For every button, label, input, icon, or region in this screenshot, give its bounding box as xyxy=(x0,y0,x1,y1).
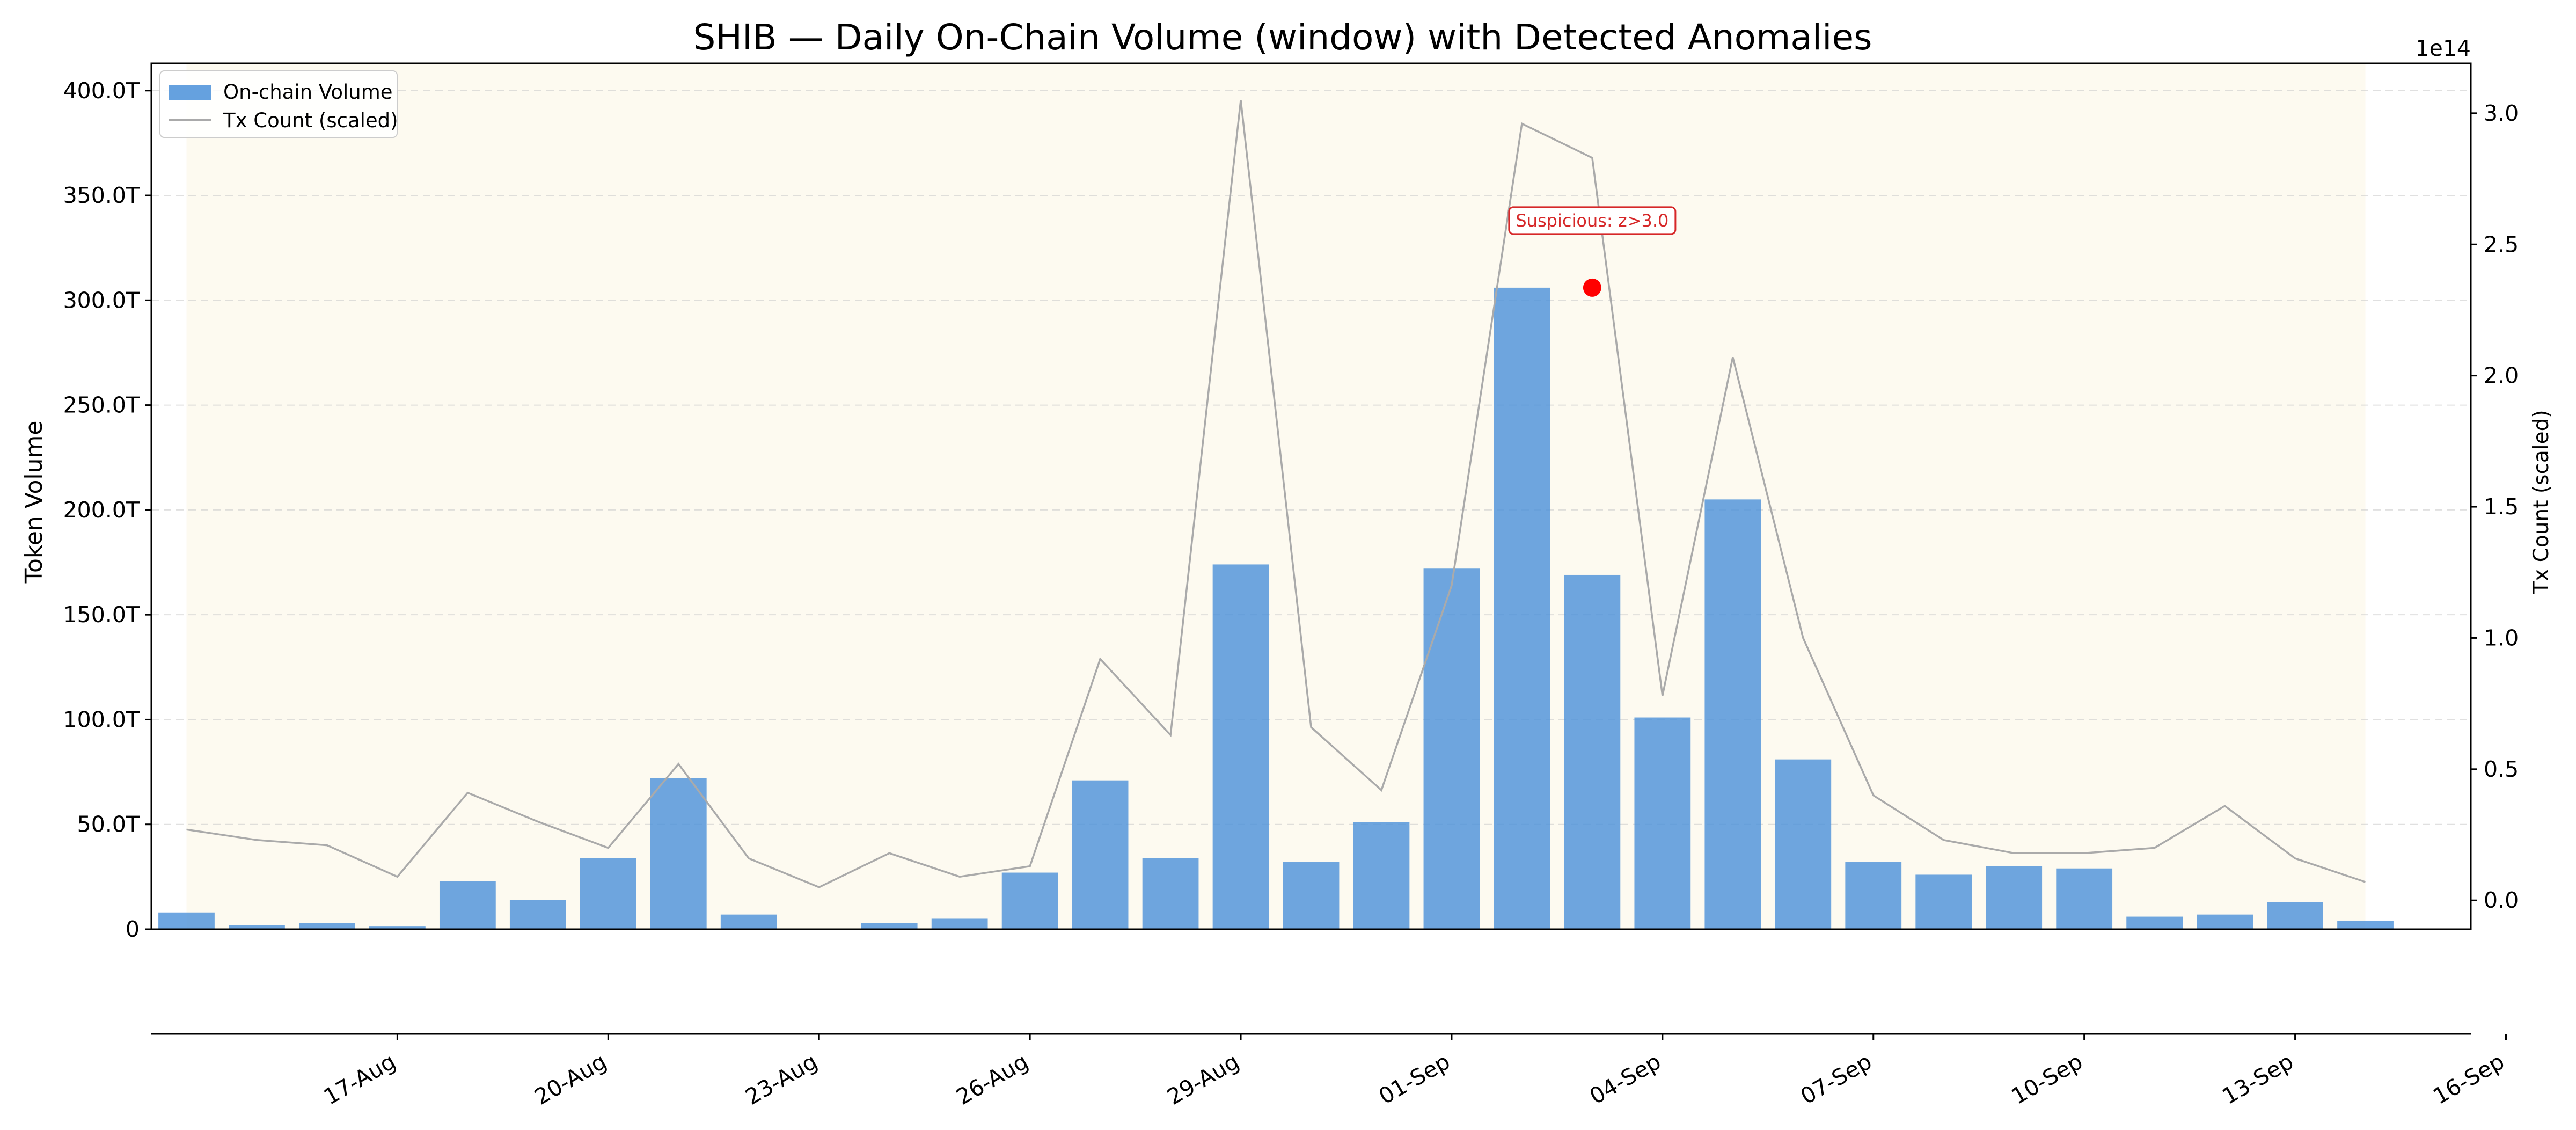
bar xyxy=(650,778,707,929)
plot-background xyxy=(186,63,2366,929)
chart-title: SHIB — Daily On-Chain Volume (window) wi… xyxy=(693,17,1872,58)
x-tick-label: 01-Sep xyxy=(1374,1048,1454,1110)
x-tick-label: 13-Sep xyxy=(2218,1048,2298,1110)
y2-tick-label: 2.5 xyxy=(2484,231,2519,257)
bar xyxy=(1283,862,1340,929)
x-tick-label: 07-Sep xyxy=(1796,1048,1876,1110)
bar xyxy=(369,926,426,929)
y-axis-label: Token Volume xyxy=(20,421,48,584)
bar xyxy=(1423,568,1480,929)
bar xyxy=(1915,874,1972,929)
line-tx-count xyxy=(186,100,2366,888)
grid-lines xyxy=(151,90,2471,825)
anomaly-label: Suspicious: z>3.0 xyxy=(1516,210,1668,231)
y-tick-label: 250.0T xyxy=(63,392,140,418)
anomaly-marker xyxy=(1583,278,1601,297)
y-tick-label: 100.0T xyxy=(63,706,140,732)
y2-tick-label: 1.0 xyxy=(2484,625,2519,651)
bar xyxy=(931,918,988,929)
bar xyxy=(1494,287,1550,929)
legend: On-chain Volume Tx Count (scaled) xyxy=(159,70,398,138)
bar xyxy=(158,912,215,929)
bars-series xyxy=(158,287,2394,929)
y-tick-label: 200.0T xyxy=(63,497,140,523)
bar xyxy=(299,923,355,929)
legend-box xyxy=(159,70,398,138)
bar xyxy=(1704,499,1761,929)
bar xyxy=(229,925,285,929)
y2-offset-label: 1e14 xyxy=(2416,35,2471,61)
line-series xyxy=(186,100,2366,888)
anomaly-label-box xyxy=(1508,206,1677,235)
plot-frame xyxy=(150,62,2472,930)
bar xyxy=(1564,574,1621,929)
x-tick-label: 04-Sep xyxy=(1585,1048,1665,1110)
bar xyxy=(2267,902,2323,929)
y2-tick-label: 0.0 xyxy=(2484,887,2519,913)
x-tick-label: 29-Aug xyxy=(1162,1048,1243,1110)
bar xyxy=(1001,872,1058,929)
y2-axis-label: Tx Count (scaled) xyxy=(2529,410,2553,594)
bar xyxy=(1775,759,1832,929)
y-tick-label: 150.0T xyxy=(63,602,140,628)
bar xyxy=(720,914,777,929)
bar xyxy=(1353,822,1410,929)
x-tick-label: 17-Aug xyxy=(319,1048,400,1110)
x-tick-label: 20-Aug xyxy=(530,1048,611,1110)
window-shade xyxy=(186,63,2366,929)
bar xyxy=(1986,866,2043,929)
bar xyxy=(1634,717,1691,929)
y2-tick-label: 3.0 xyxy=(2484,100,2519,126)
y-tick-label: 400.0T xyxy=(63,78,140,104)
x-tick-label: 16-Sep xyxy=(2429,1048,2509,1110)
x-tick-label: 26-Aug xyxy=(952,1048,1033,1110)
bar xyxy=(2197,914,2253,929)
y-tick-label: 300.0T xyxy=(63,287,140,313)
bar xyxy=(509,900,566,929)
bar xyxy=(580,858,636,929)
bar xyxy=(1142,858,1199,929)
y2-tick-label: 0.5 xyxy=(2484,756,2519,782)
y2-tick-label: 1.5 xyxy=(2484,494,2519,520)
bar xyxy=(1072,780,1129,929)
y2-tick-label: 2.0 xyxy=(2484,363,2519,389)
bar xyxy=(439,881,496,929)
bar xyxy=(2337,921,2394,929)
legend-swatch-bar xyxy=(169,85,211,100)
legend-label-txcount: Tx Count (scaled) xyxy=(223,109,398,132)
bar xyxy=(2126,916,2183,929)
y-tick-label: 0 xyxy=(126,916,140,942)
bar xyxy=(1845,862,1902,929)
bar xyxy=(1212,564,1269,929)
anomaly-annotations: Suspicious: z>3.0 xyxy=(1508,206,1677,297)
y-tick-label: 50.0T xyxy=(77,812,140,837)
legend-label-volume: On-chain Volume xyxy=(223,81,393,104)
bar xyxy=(861,923,918,929)
y-tick-label: 350.0T xyxy=(63,183,140,208)
x-tick-label: 10-Sep xyxy=(2007,1048,2087,1110)
x-tick-label: 23-Aug xyxy=(741,1048,822,1110)
bar xyxy=(2056,868,2113,929)
